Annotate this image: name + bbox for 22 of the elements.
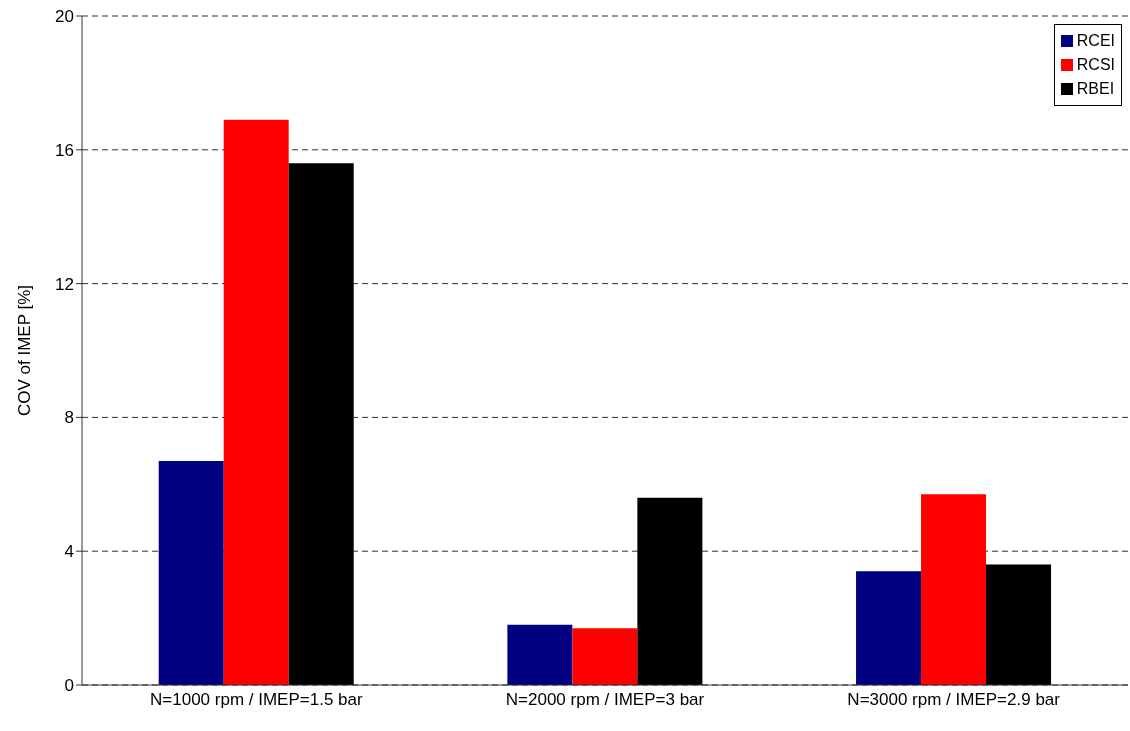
bar [158,460,224,685]
bar [288,163,354,685]
y-tick-label: 8 [64,408,74,428]
legend-label: RBEI [1076,79,1115,99]
bar [507,624,573,685]
y-tick-label: 0 [64,676,74,696]
y-tick-label: 20 [55,7,74,27]
y-tick-label: 12 [55,274,74,294]
bar [223,119,289,685]
bar [986,564,1052,685]
y-axis-title: COV of IMEP [%] [15,284,35,417]
legend-label: RCEI [1076,31,1115,51]
y-tick-label: 4 [64,542,74,562]
bar [856,571,922,685]
legend-label: RCSI [1076,55,1115,75]
y-tick-label: 16 [55,140,74,160]
bar [572,628,638,685]
x-tick-label: N=1000 rpm / IMEP=1.5 bar [150,690,363,710]
bar [921,494,987,685]
bar [637,497,703,685]
x-tick-label: N=2000 rpm / IMEP=3 bar [505,690,705,710]
x-tick-label: N=3000 rpm / IMEP=2.9 bar [847,690,1061,710]
